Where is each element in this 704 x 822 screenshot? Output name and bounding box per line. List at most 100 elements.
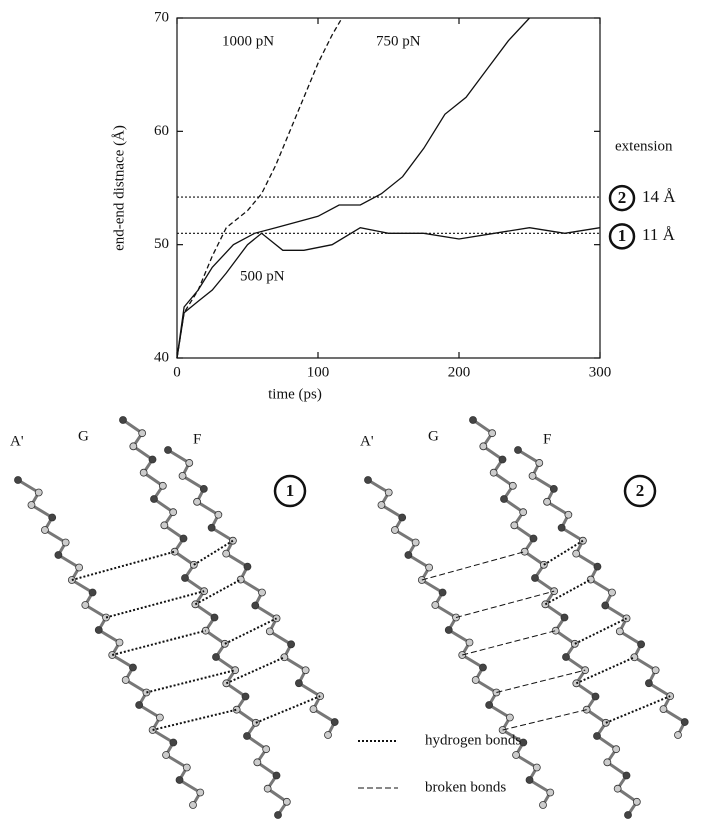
- bond: [225, 656, 285, 685]
- atom: [160, 521, 169, 530]
- reference-marker: 2: [618, 188, 627, 207]
- atom: [519, 738, 528, 747]
- atom: [564, 510, 573, 519]
- atom: [119, 416, 127, 424]
- atom: [532, 763, 541, 772]
- reference-marker: 1: [618, 226, 627, 245]
- atom: [251, 601, 260, 610]
- atom: [148, 455, 157, 464]
- atom: [129, 442, 138, 451]
- atom: [377, 501, 386, 509]
- y-tick-label: 70: [154, 9, 169, 25]
- bond: [421, 551, 525, 581]
- atom: [193, 497, 201, 506]
- atom: [622, 771, 631, 780]
- atom: [557, 523, 566, 532]
- bond: [574, 617, 627, 645]
- series-line: [176, 17, 343, 359]
- bond: [544, 578, 592, 606]
- atom: [651, 666, 660, 675]
- atom: [508, 481, 517, 490]
- atom: [572, 549, 581, 558]
- atom: [465, 638, 474, 647]
- chain-label: F: [543, 431, 551, 447]
- atom: [514, 446, 522, 454]
- reference-title: extension: [615, 138, 673, 154]
- atom: [287, 640, 295, 649]
- atom: [404, 551, 413, 559]
- chain-label: F: [193, 431, 201, 447]
- atom: [212, 653, 220, 661]
- chain: [517, 448, 687, 736]
- atom: [94, 626, 103, 634]
- y-axis-label: end-end distnace (Å): [111, 125, 127, 251]
- chain-label: G: [78, 428, 89, 444]
- y-tick-label: 50: [154, 236, 169, 252]
- atom: [169, 738, 178, 747]
- atom: [243, 562, 252, 571]
- atom: [543, 497, 551, 506]
- atom: [680, 718, 689, 726]
- legend-label: hydrogen bonds: [425, 732, 521, 748]
- atom: [139, 468, 148, 477]
- chain-label: G: [428, 428, 439, 444]
- bond: [455, 590, 555, 618]
- y-tick-label: 60: [154, 123, 169, 139]
- atom: [510, 521, 519, 530]
- chain: [167, 448, 337, 736]
- bond: [224, 617, 277, 645]
- atom: [75, 563, 84, 572]
- atom: [34, 488, 43, 497]
- atom: [505, 713, 514, 722]
- atom: [615, 627, 624, 636]
- atom: [613, 784, 622, 793]
- atom: [27, 501, 36, 509]
- atom: [241, 692, 250, 701]
- atom: [674, 731, 682, 739]
- atom: [182, 763, 191, 772]
- atom: [324, 731, 332, 739]
- atom: [531, 574, 539, 582]
- bond: [71, 550, 175, 581]
- chain-label: A': [360, 433, 374, 449]
- atom: [398, 513, 407, 522]
- series-line: [176, 227, 601, 359]
- atom: [364, 476, 372, 484]
- atom: [444, 626, 453, 634]
- atom: [535, 459, 544, 467]
- atom: [593, 562, 602, 571]
- atom: [601, 601, 610, 610]
- atom: [138, 429, 147, 438]
- atom: [500, 495, 508, 503]
- atom: [539, 801, 547, 809]
- atom: [54, 551, 63, 559]
- chain: [122, 418, 289, 816]
- atom: [272, 771, 281, 780]
- x-tick-label: 200: [448, 364, 471, 380]
- atom: [469, 416, 477, 424]
- structure-marker-circle: [623, 474, 657, 508]
- series-label: 1000 pN: [222, 33, 274, 49]
- atom: [603, 758, 612, 767]
- atom: [520, 547, 529, 556]
- atom: [488, 429, 497, 438]
- atom: [263, 784, 272, 793]
- atom: [519, 508, 528, 517]
- atom: [498, 455, 507, 464]
- atom: [232, 705, 241, 714]
- atom: [546, 788, 555, 797]
- atom: [431, 601, 440, 609]
- x-tick-label: 0: [173, 364, 181, 380]
- atom: [485, 701, 494, 709]
- atom: [81, 601, 90, 609]
- reference-marker-circle: [608, 223, 636, 250]
- atom: [162, 751, 170, 759]
- atom: [489, 468, 498, 477]
- reference-marker-circle: [608, 184, 636, 212]
- bond: [502, 709, 587, 731]
- atom: [301, 666, 310, 675]
- atom: [155, 713, 164, 722]
- atom: [262, 745, 271, 754]
- atom: [528, 472, 537, 480]
